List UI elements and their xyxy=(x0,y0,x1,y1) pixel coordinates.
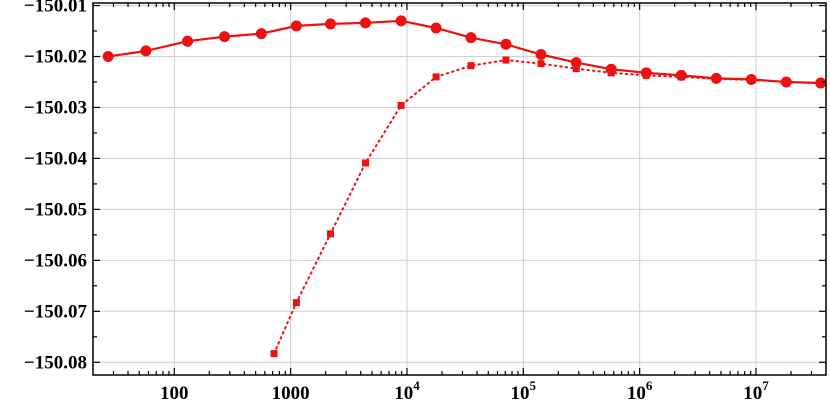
grid-lines xyxy=(93,3,826,375)
x-tick-label-exponent: 4 xyxy=(413,378,420,393)
series-1-point xyxy=(535,48,547,60)
series-2-point xyxy=(817,79,825,87)
x-tick-label-exponent: 6 xyxy=(646,378,653,393)
x-tick-label: 100 xyxy=(160,383,189,404)
series-2-point xyxy=(712,75,720,83)
series-1-point xyxy=(182,35,194,47)
series-2-point xyxy=(502,56,510,64)
series-2-point xyxy=(292,299,300,307)
series-2-point xyxy=(361,159,369,167)
series-1-point xyxy=(218,31,230,43)
series-1-point xyxy=(359,17,371,29)
x-tick-label: 105 xyxy=(511,378,537,404)
series-1-point xyxy=(465,32,477,44)
x-tick-label-base: 10 xyxy=(743,383,762,404)
x-axis-tick-labels: 100 1000 104 105 106 107 xyxy=(160,378,769,404)
plot-series xyxy=(102,15,827,358)
x-tick-label-base: 10 xyxy=(627,383,646,404)
series-1-point xyxy=(395,15,407,27)
series-2-point xyxy=(326,230,334,238)
y-axis-tick-labels: −150.01 −150.02 −150.03 −150.04 −150.05 −150.… xyxy=(24,0,88,373)
x-tick-label: 104 xyxy=(394,378,420,404)
y-tick-label: −150.04 xyxy=(24,148,88,169)
x-tick-label-base: 10 xyxy=(511,383,530,404)
series-1-point xyxy=(255,28,267,40)
series-2-point xyxy=(432,73,440,81)
y-tick-label: −150.01 xyxy=(24,0,87,17)
series-1-point xyxy=(290,20,302,32)
series-2-point xyxy=(607,69,615,77)
series-2-point xyxy=(270,350,278,358)
series-1-point xyxy=(500,38,512,50)
y-tick-label: −150.07 xyxy=(24,301,88,322)
plot-frame xyxy=(92,2,827,376)
x-tick-label: 107 xyxy=(743,378,769,404)
y-tick-label: −150.08 xyxy=(24,352,87,373)
x-tick-label-base: 10 xyxy=(394,383,413,404)
series-1-point xyxy=(102,51,114,63)
series-2-point xyxy=(782,78,790,86)
y-tick-label: −150.02 xyxy=(24,47,87,68)
series-2-point xyxy=(537,60,545,68)
series-2-point xyxy=(642,71,650,79)
y-tick-label: −150.05 xyxy=(24,199,87,220)
series-2-point xyxy=(677,73,685,81)
axis-ticks xyxy=(93,3,826,375)
series-1-point xyxy=(430,22,442,34)
x-tick-label-exponent: 7 xyxy=(762,378,769,393)
y-tick-label: −150.06 xyxy=(24,250,87,271)
series-1-point xyxy=(324,18,336,30)
series-2-point xyxy=(397,101,405,109)
x-tick-label-exponent: 5 xyxy=(530,378,537,393)
x-tick-label: 106 xyxy=(627,378,653,404)
series-2-line xyxy=(273,59,822,355)
series-2-point xyxy=(467,62,475,70)
series-2-point xyxy=(572,65,580,73)
x-tick-label: 1000 xyxy=(272,383,310,404)
series-1-point xyxy=(140,45,152,57)
y-tick-label: −150.03 xyxy=(24,97,87,118)
series-2-point xyxy=(747,76,755,84)
